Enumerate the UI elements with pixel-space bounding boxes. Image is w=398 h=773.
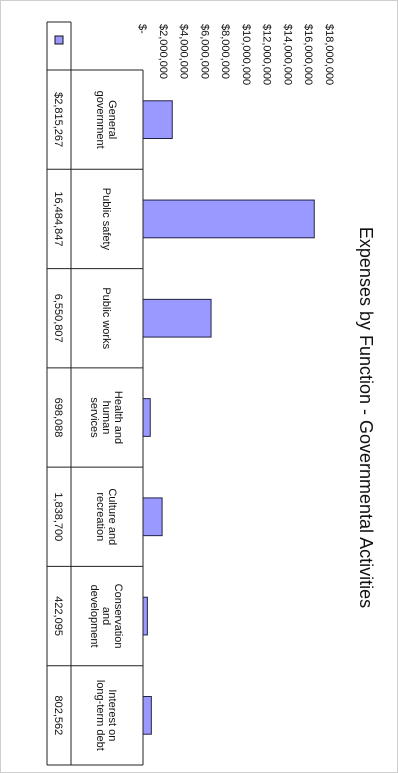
category-label-line: Public safety (100, 188, 112, 251)
value-label: 1,838,700 (52, 492, 64, 541)
category-label: Public works (100, 287, 112, 349)
y-tick-label: $10,000,000 (240, 24, 252, 85)
category-label-line: government (94, 91, 106, 149)
bar (142, 199, 315, 239)
value-label: 6,550,807 (52, 294, 64, 343)
value-label: 698,088 (52, 398, 64, 438)
value-label: $2,815,267 (52, 92, 64, 147)
bar (142, 398, 151, 437)
category-label-line: recreation (94, 492, 106, 541)
category-label-line: Conservation (112, 584, 124, 649)
bar (142, 596, 148, 636)
category-label-line: General (106, 100, 118, 139)
y-tick-label: $12,000,000 (261, 24, 273, 85)
category-label: Conservationanddevelopment (88, 584, 124, 649)
y-tick-label: $- (136, 24, 148, 34)
y-tick-label: $4,000,000 (178, 24, 190, 79)
bar (142, 497, 163, 537)
rotated-chart: Expenses by Function - Governmental Acti… (46, 21, 376, 766)
category-label: Generalgovernment (94, 91, 118, 149)
category-label-line: Health and (112, 391, 124, 444)
plot-area (142, 70, 315, 765)
y-tick-label: $6,000,000 (198, 24, 210, 79)
y-tick-label: $8,000,000 (219, 24, 231, 79)
bar (142, 695, 152, 735)
y-tick-label: $18,000,000 (323, 24, 335, 85)
value-label: 422,095 (52, 596, 64, 636)
y-tick-label: $16,000,000 (302, 24, 314, 85)
chart-title: Expenses by Function - Governmental Acti… (356, 227, 376, 608)
category-label-line: Interest on (106, 689, 118, 741)
category-label: Interest onlong-term debt (94, 680, 118, 751)
bar (142, 298, 212, 338)
y-tick-label: $2,000,000 (157, 24, 169, 79)
y-tick-label: $14,000,000 (281, 24, 293, 85)
category-label-line: development (88, 585, 100, 648)
category-label-line: human (100, 401, 112, 435)
category-label-line: and (100, 607, 112, 625)
data-table: Generalgovernment Public safety Public wor… (46, 21, 144, 766)
category-label: Public safety (100, 188, 112, 251)
category-label-line: Public works (100, 287, 112, 349)
value-label: 802,562 (52, 695, 64, 735)
legend-key (54, 35, 64, 45)
category-label-line: long-term debt (94, 680, 106, 751)
value-label: 16,484,847 (52, 191, 64, 246)
category-label-line: Culture and (106, 488, 118, 545)
category-label: Culture andrecreation (94, 488, 118, 545)
value-axis: $- $2,000,000 $4,000,000 $6,000,000 $8,000,0… (136, 24, 335, 85)
category-label-line: services (88, 397, 100, 438)
bar (142, 100, 173, 140)
category-label: Health andhumanservices (88, 391, 124, 444)
